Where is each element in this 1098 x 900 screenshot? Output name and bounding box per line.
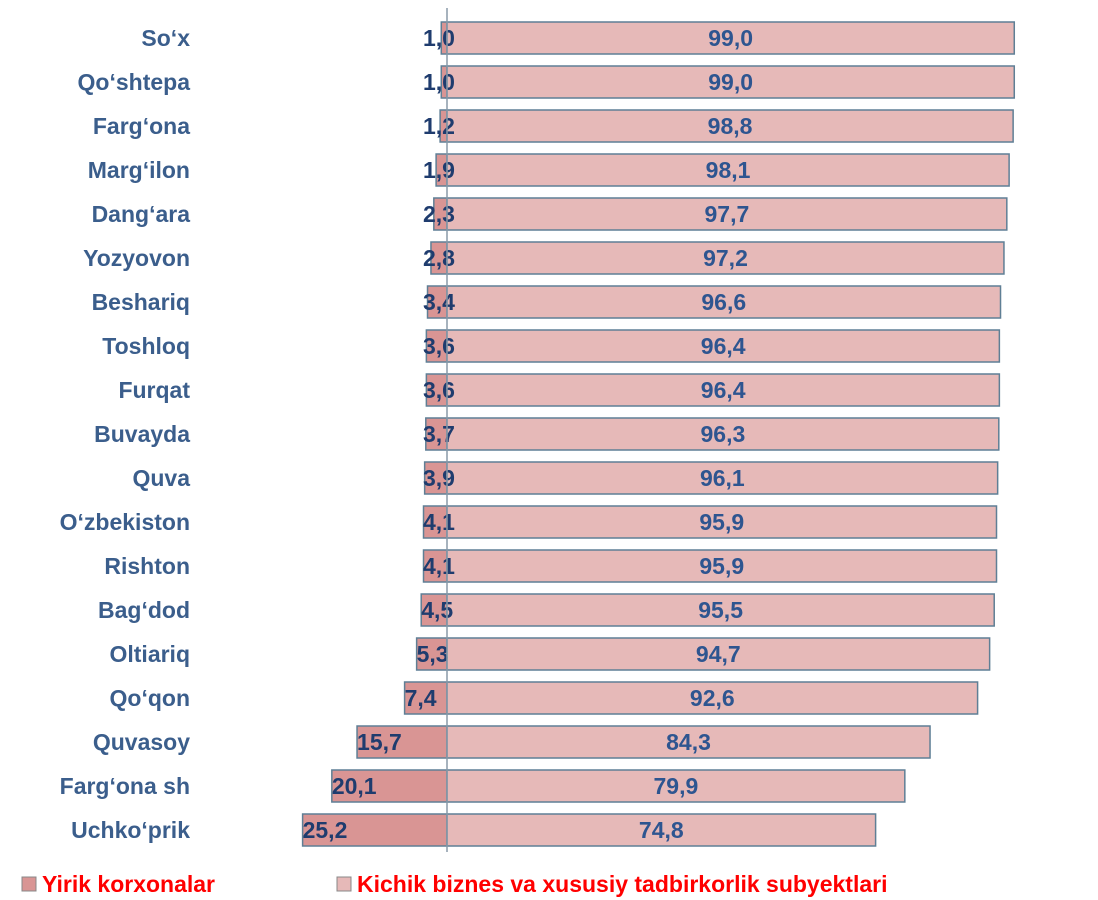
category-label: Qo‘shtepa — [78, 69, 191, 95]
value-label-left: 3,7 — [423, 421, 455, 447]
bar-left — [301, 813, 448, 847]
category-label: Farg‘ona — [93, 113, 190, 139]
value-label-left: 3,6 — [423, 377, 455, 403]
value-label-right: 79,9 — [654, 773, 699, 799]
value-label-right: 98,8 — [708, 113, 753, 139]
category-label: Quvasoy — [93, 729, 190, 755]
value-label-left: 1,0 — [423, 25, 455, 51]
category-label: Furqat — [118, 377, 190, 403]
category-label: Dang‘ara — [92, 201, 191, 227]
category-label: Farg‘ona sh — [60, 773, 190, 799]
legend-swatch — [336, 876, 352, 892]
value-label-right: 95,5 — [698, 597, 743, 623]
bar-right — [446, 65, 1016, 99]
value-label-right: 95,9 — [699, 509, 744, 535]
value-label-right: 97,7 — [705, 201, 750, 227]
value-label-right: 92,6 — [690, 685, 735, 711]
bar-right — [446, 373, 1001, 407]
value-label-left: 4,5 — [421, 597, 453, 623]
bar-right — [446, 637, 991, 671]
value-label-right: 99,0 — [708, 69, 753, 95]
category-label: Uchko‘prik — [71, 817, 190, 843]
value-label-right: 97,2 — [703, 245, 748, 271]
category-label: Marg‘ilon — [88, 157, 190, 183]
value-label-left: 4,1 — [423, 509, 455, 535]
category-label: Oltiariq — [109, 641, 190, 667]
value-label-left: 1,2 — [423, 113, 455, 139]
bar-right — [446, 21, 1016, 55]
value-label-left: 7,4 — [405, 685, 437, 711]
category-label: Beshariq — [92, 289, 190, 315]
legend-label: Yirik korxonalar — [42, 871, 215, 897]
legend-label: Kichik biznes va xususiy tadbirkorlik su… — [357, 871, 887, 897]
bar-right — [446, 769, 906, 803]
bar-right — [446, 417, 1000, 451]
category-label: Rishton — [104, 553, 190, 579]
value-label-left: 2,3 — [423, 201, 455, 227]
legend-swatch — [21, 876, 37, 892]
value-label-left: 4,1 — [423, 553, 455, 579]
bar-right — [446, 681, 979, 715]
value-label-left: 20,1 — [332, 773, 377, 799]
value-label-left: 3,6 — [423, 333, 455, 359]
value-label-left: 3,4 — [423, 289, 455, 315]
value-label-right: 96,4 — [701, 333, 746, 359]
value-label-right: 95,9 — [699, 553, 744, 579]
value-label-right: 96,3 — [701, 421, 746, 447]
category-label: So‘x — [141, 25, 190, 51]
value-label-left: 1,0 — [423, 69, 455, 95]
value-label-right: 99,0 — [708, 25, 753, 51]
bar-right — [446, 109, 1014, 143]
bar-left — [331, 769, 448, 803]
value-label-right: 96,1 — [700, 465, 745, 491]
value-label-left: 3,9 — [423, 465, 455, 491]
bar-right — [446, 593, 995, 627]
value-label-right: 96,4 — [701, 377, 746, 403]
value-label-left: 15,7 — [357, 729, 402, 755]
value-label-left: 5,3 — [417, 641, 449, 667]
value-label-left: 1,9 — [423, 157, 455, 183]
value-label-right: 94,7 — [696, 641, 741, 667]
category-label: Toshloq — [102, 333, 190, 359]
value-label-left: 25,2 — [303, 817, 348, 843]
category-label: Quva — [132, 465, 190, 491]
value-label-right: 96,6 — [701, 289, 746, 315]
bar-right — [446, 505, 998, 539]
category-label: Qo‘qon — [110, 685, 190, 711]
value-label-right: 74,8 — [639, 817, 684, 843]
category-label: Yozyovon — [83, 245, 190, 271]
bar-right — [446, 461, 999, 495]
category-label: O‘zbekiston — [60, 509, 190, 535]
category-label: Bag‘dod — [98, 597, 190, 623]
bar-right — [446, 241, 1005, 275]
value-label-right: 98,1 — [706, 157, 751, 183]
value-label-left: 2,8 — [423, 245, 455, 271]
category-label: Buvayda — [94, 421, 190, 447]
value-label-right: 84,3 — [666, 729, 711, 755]
